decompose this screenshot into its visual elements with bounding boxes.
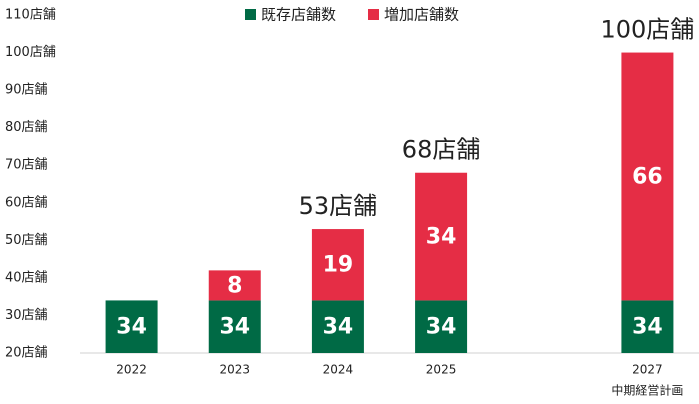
x-tick-label: 2022 [116, 363, 147, 377]
x-tick-label: 2024 [323, 363, 354, 377]
category-note: 中期経営計画 [611, 383, 683, 398]
bar-segment [621, 300, 674, 353]
legend-label: 既存店舗数 [261, 6, 336, 24]
legend-swatch [245, 9, 256, 20]
y-tick-label: 80店舗 [5, 120, 48, 135]
y-tick-label: 90店舗 [5, 83, 48, 98]
bar-segment [105, 300, 158, 353]
data-label: 66 [632, 164, 663, 189]
total-label: 100店舗 [601, 16, 695, 44]
data-label: 34 [426, 225, 457, 250]
y-tick-label: 50店舗 [5, 233, 48, 248]
data-label: 34 [632, 315, 663, 340]
data-label: 34 [116, 315, 147, 340]
legend-label: 増加店舗数 [384, 6, 459, 24]
data-label: 34 [426, 315, 457, 340]
bar-segment [415, 172, 468, 301]
y-tick-label: 20店舗 [5, 346, 48, 361]
bar-segment [621, 52, 674, 301]
bar-segment [311, 300, 364, 353]
total-label: 53店舗 [299, 192, 378, 220]
data-label: 19 [323, 253, 354, 278]
x-tick-label: 2025 [426, 363, 457, 377]
data-label: 34 [219, 315, 250, 340]
bar-segment [208, 300, 261, 353]
bar-segment [208, 270, 261, 301]
bar-segment [415, 300, 468, 353]
x-tick-label: 2027 [632, 363, 663, 377]
legend-swatch [368, 9, 379, 20]
y-tick-label: 100店舗 [5, 45, 56, 60]
bar-segment [311, 229, 364, 301]
x-tick-label: 2023 [219, 363, 250, 377]
y-tick-label: 70店舗 [5, 158, 48, 173]
total-label: 68店舗 [402, 136, 481, 164]
y-tick-label: 60店舗 [5, 195, 48, 210]
y-tick-label: 30店舗 [5, 308, 48, 323]
data-label: 8 [227, 273, 242, 298]
data-label: 34 [323, 315, 354, 340]
y-tick-label: 110店舗 [5, 8, 56, 23]
y-tick-label: 40店舗 [5, 270, 48, 285]
